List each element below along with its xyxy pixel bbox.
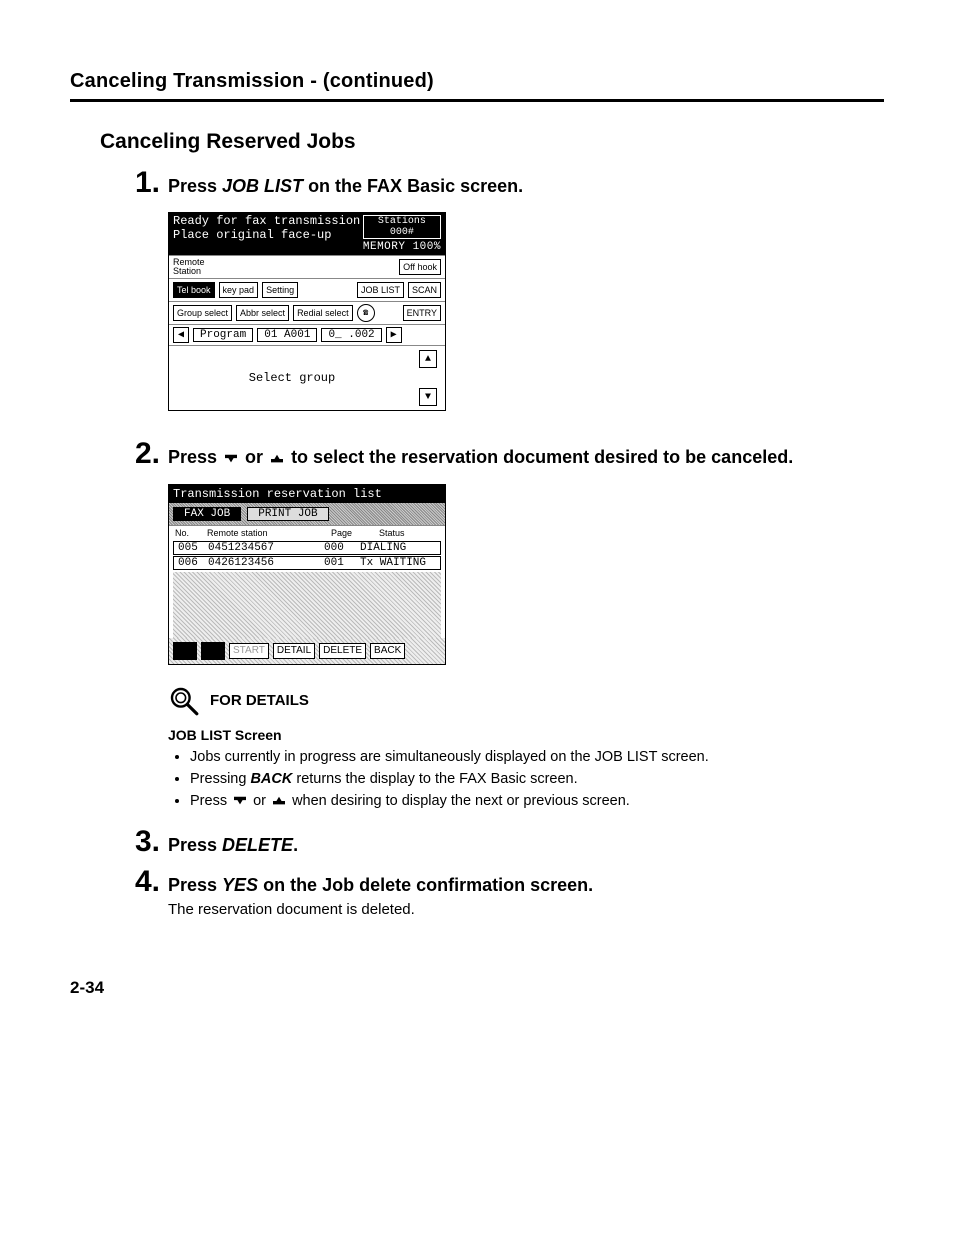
b3-pre: Press	[190, 793, 231, 809]
down-arrow-icon	[231, 795, 249, 807]
select-group-text: Select group	[169, 346, 415, 410]
reservation-title: Transmission reservation list	[169, 485, 445, 503]
up-arrow-button[interactable]	[201, 642, 225, 660]
groupselect-button[interactable]: Group select	[173, 305, 232, 321]
telbook-button[interactable]: Tel book	[173, 282, 215, 298]
remote-station-label: Remote Station	[173, 258, 205, 276]
detail-button[interactable]: DETAIL	[273, 643, 315, 659]
b2-post: returns the display to the FAX Basic scr…	[292, 771, 577, 787]
step3-post: .	[293, 835, 298, 855]
fax-basic-screenshot: Ready for fax transmission Place origina…	[168, 212, 446, 411]
step2-pre: Press	[168, 447, 222, 467]
handset-icon: ☎	[357, 304, 375, 322]
col-status: Status	[379, 528, 439, 538]
for-details-label: FOR DETAILS	[210, 692, 309, 709]
col-no: No.	[175, 528, 199, 538]
b2-pre: Pressing	[190, 771, 250, 787]
up-arrow-icon[interactable]: ▲	[419, 350, 437, 368]
step1-em: JOB LIST	[222, 176, 303, 196]
detail-bullet: Press or when desiring to display the ne…	[190, 793, 884, 809]
back-button[interactable]: BACK	[370, 643, 405, 659]
row-no: 006	[178, 557, 202, 569]
step3-text: Press DELETE.	[168, 833, 884, 857]
step2-text: Press or to select the reservation docum…	[168, 445, 884, 469]
step1-post: on the FAX Basic screen.	[303, 176, 523, 196]
memory-indicator: MEMORY 100%	[363, 241, 441, 253]
step3-pre: Press	[168, 835, 222, 855]
row-status: DIALING	[360, 542, 436, 554]
scan-button[interactable]: SCAN	[408, 282, 441, 298]
step4-note: The reservation document is deleted.	[168, 901, 884, 918]
col-remote: Remote station	[207, 528, 323, 538]
fax-status-line1: Ready for fax transmission	[173, 215, 360, 229]
offhook-button[interactable]: Off hook	[399, 259, 441, 275]
step2-post: to select the reservation document desir…	[286, 447, 793, 467]
row-status: Tx WAITING	[360, 557, 436, 569]
redial-button[interactable]: Redial select	[293, 305, 353, 321]
step1-pre: Press	[168, 176, 222, 196]
down-arrow-icon	[222, 453, 240, 465]
step1-text: Press JOB LIST on the FAX Basic screen.	[168, 174, 884, 198]
page-number: 2-34	[70, 978, 884, 998]
prev-arrow-icon[interactable]: ◀	[173, 327, 189, 343]
b2-em: BACK	[250, 771, 292, 787]
joblist-button[interactable]: JOB LIST	[357, 282, 404, 298]
joblist-screen-label: JOB LIST Screen	[168, 727, 884, 743]
row-page: 001	[324, 557, 354, 569]
down-arrow-button[interactable]	[173, 642, 197, 660]
setting-button[interactable]: Setting	[262, 282, 298, 298]
detail-bullet: Pressing BACK returns the display to the…	[190, 771, 884, 787]
reservation-row[interactable]: 005 0451234567 000 DIALING	[173, 541, 441, 555]
start-button[interactable]: START	[229, 643, 269, 659]
row-remote: 0451234567	[208, 542, 318, 554]
step-number: 1.	[120, 168, 160, 198]
entry-button[interactable]: ENTRY	[403, 305, 441, 321]
stations-count: 000#	[370, 227, 434, 238]
fax-status-line2: Place original face-up	[173, 229, 360, 243]
row-remote: 0426123456	[208, 557, 318, 569]
row-page: 000	[324, 542, 354, 554]
col-page: Page	[331, 528, 371, 538]
step-number: 3.	[120, 827, 160, 857]
step-number: 4.	[120, 867, 160, 897]
program-01[interactable]: 01 A001	[257, 328, 317, 342]
stations-label: Stations	[370, 216, 434, 227]
section-title: Canceling Reserved Jobs	[100, 130, 884, 154]
row-no: 005	[178, 542, 202, 554]
b3-post: when desiring to display the next or pre…	[288, 793, 630, 809]
fax-job-tab[interactable]: FAX JOB	[173, 507, 241, 521]
step3-em: DELETE	[222, 835, 293, 855]
step-number: 2.	[120, 439, 160, 469]
print-job-tab[interactable]: PRINT JOB	[247, 507, 328, 521]
next-arrow-icon[interactable]: ▶	[386, 327, 402, 343]
reservation-row[interactable]: 006 0426123456 001 Tx WAITING	[173, 556, 441, 570]
empty-rows-area	[173, 572, 441, 638]
delete-button[interactable]: DELETE	[319, 643, 366, 659]
page-header: Canceling Transmission - (continued)	[70, 70, 884, 102]
reservation-list-screenshot: Transmission reservation list FAX JOB PR…	[168, 484, 446, 665]
step4-post: on the Job delete confirmation screen.	[258, 875, 593, 895]
program-02[interactable]: 0_ .002	[321, 328, 381, 342]
program-label: Program	[193, 328, 253, 342]
abbrselect-button[interactable]: Abbr select	[236, 305, 289, 321]
up-arrow-icon	[268, 453, 286, 465]
keypad-button[interactable]: key pad	[219, 282, 259, 298]
b3-mid: or	[249, 793, 270, 809]
detail-bullet: Jobs currently in progress are simultane…	[190, 749, 884, 765]
down-arrow-icon[interactable]: ▼	[419, 388, 437, 406]
step4-text: Press YES on the Job delete confirmation…	[168, 873, 884, 897]
magnifier-icon	[168, 685, 200, 717]
up-arrow-icon	[270, 795, 288, 807]
step4-pre: Press	[168, 875, 222, 895]
step4-em: YES	[222, 875, 258, 895]
step2-mid: or	[240, 447, 268, 467]
